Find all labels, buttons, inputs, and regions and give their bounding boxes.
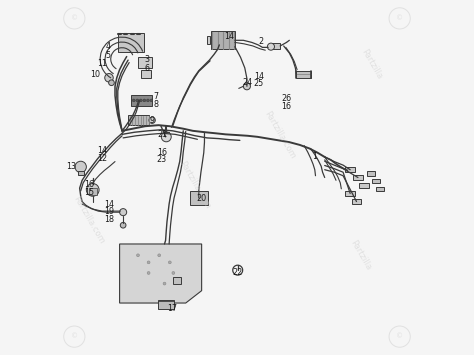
Text: 16: 16 <box>282 102 292 111</box>
Text: Partzilla.com: Partzilla.com <box>177 159 212 210</box>
Text: 16: 16 <box>157 148 167 157</box>
Circle shape <box>119 209 127 216</box>
Text: Partzilla: Partzilla <box>359 48 383 81</box>
Bar <box>345 167 355 173</box>
Polygon shape <box>119 244 201 303</box>
Bar <box>190 191 208 205</box>
Circle shape <box>146 99 149 102</box>
Text: ©: © <box>71 334 78 340</box>
Text: 14: 14 <box>104 200 114 208</box>
Text: 24: 24 <box>243 77 253 87</box>
Text: 12: 12 <box>97 154 107 163</box>
Text: 21: 21 <box>158 130 168 139</box>
Bar <box>272 43 280 49</box>
Circle shape <box>149 117 155 124</box>
Circle shape <box>86 184 99 196</box>
Circle shape <box>158 254 161 257</box>
Text: 25: 25 <box>254 79 264 88</box>
Bar <box>141 70 151 78</box>
Text: Partzilla.com: Partzilla.com <box>262 110 297 160</box>
Circle shape <box>168 261 171 264</box>
Circle shape <box>139 99 142 102</box>
Circle shape <box>120 223 126 228</box>
Circle shape <box>150 99 153 102</box>
Text: 4: 4 <box>105 42 110 51</box>
Text: Partzilla: Partzilla <box>348 239 373 272</box>
Text: 19: 19 <box>104 207 114 216</box>
Text: 10: 10 <box>90 70 100 80</box>
Text: 23: 23 <box>156 155 167 164</box>
Text: 26: 26 <box>282 94 292 104</box>
Text: ©: © <box>71 15 78 21</box>
Text: 15: 15 <box>84 188 94 197</box>
Bar <box>89 189 97 195</box>
Text: 14: 14 <box>254 71 264 81</box>
Bar <box>138 57 152 68</box>
Bar <box>207 37 210 44</box>
Text: 13: 13 <box>66 162 76 171</box>
Bar <box>352 199 362 204</box>
Text: ©: © <box>396 15 403 21</box>
Circle shape <box>147 272 150 274</box>
Circle shape <box>163 282 166 285</box>
Bar <box>173 277 181 284</box>
Circle shape <box>132 99 135 102</box>
Text: 5: 5 <box>105 51 110 60</box>
Circle shape <box>75 161 86 173</box>
Bar <box>353 175 363 180</box>
Bar <box>376 186 384 191</box>
Text: 9: 9 <box>150 116 155 125</box>
Bar <box>359 182 369 188</box>
Text: 20: 20 <box>197 193 207 202</box>
Text: 7: 7 <box>154 92 159 101</box>
Circle shape <box>137 254 139 257</box>
Bar <box>211 31 235 49</box>
Text: Partzilla.com: Partzilla.com <box>71 195 106 245</box>
Bar <box>296 71 311 78</box>
Text: 6: 6 <box>144 64 149 73</box>
Text: 17: 17 <box>168 304 178 313</box>
Text: 1: 1 <box>312 153 317 162</box>
Circle shape <box>105 73 113 82</box>
Bar <box>118 33 144 52</box>
Circle shape <box>147 261 150 264</box>
Circle shape <box>109 80 114 86</box>
Text: 14: 14 <box>224 32 234 40</box>
Text: 11: 11 <box>97 59 107 68</box>
Text: 2: 2 <box>258 37 264 46</box>
Text: 3: 3 <box>144 55 149 64</box>
Text: ©: © <box>396 334 403 340</box>
Text: 22: 22 <box>233 268 243 277</box>
Text: 14: 14 <box>97 147 107 155</box>
Circle shape <box>143 99 146 102</box>
Bar <box>158 300 174 308</box>
Circle shape <box>243 83 250 90</box>
Bar <box>78 171 84 175</box>
Bar <box>345 191 355 196</box>
Text: 18: 18 <box>104 215 114 224</box>
Bar <box>131 95 152 106</box>
Circle shape <box>161 132 171 142</box>
Bar <box>372 179 380 183</box>
Text: 8: 8 <box>154 100 159 109</box>
Bar <box>128 115 149 125</box>
Circle shape <box>172 272 175 274</box>
Circle shape <box>267 43 274 50</box>
Bar <box>367 171 374 176</box>
Text: 16: 16 <box>84 180 94 189</box>
Circle shape <box>136 99 139 102</box>
